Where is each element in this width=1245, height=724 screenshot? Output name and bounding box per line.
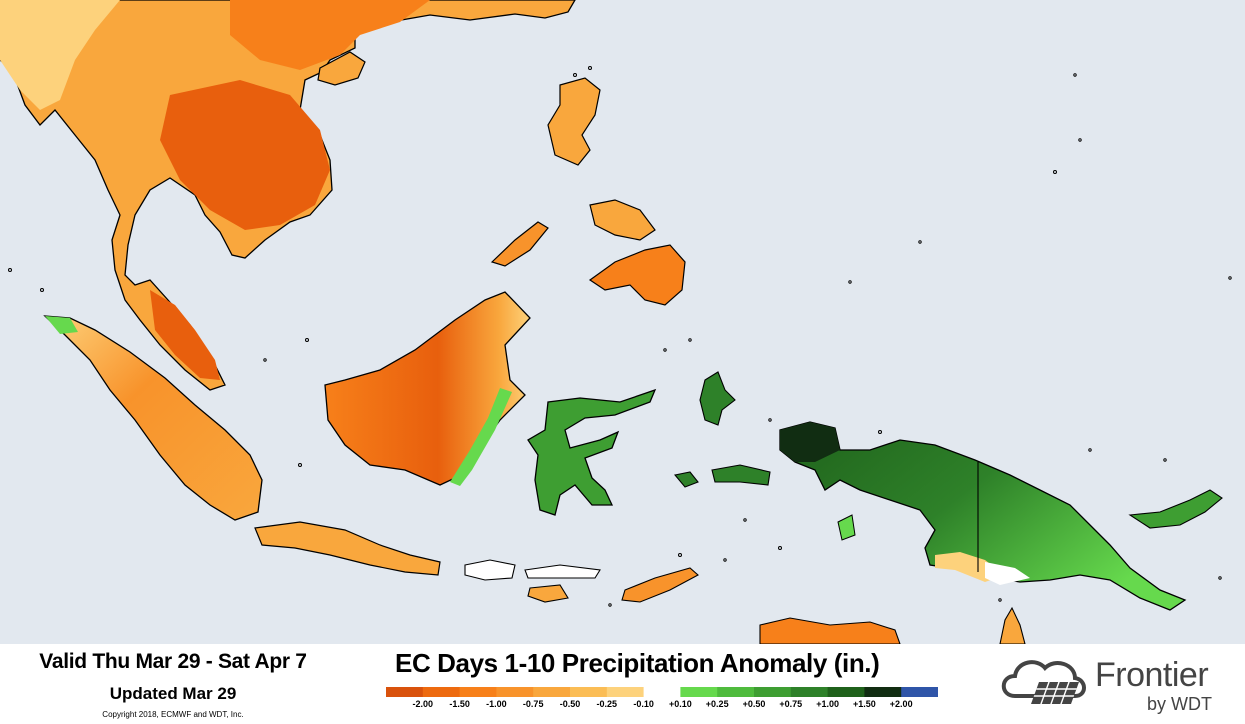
wet-bird-head (780, 422, 840, 462)
color-scale-tick-label: -1.50 (449, 699, 470, 709)
color-scale-labels: -2.00 -1.50 -1.00 -0.75 -0.50 -0.25 -0.10 +0.10… (386, 699, 946, 713)
color-swatch (717, 687, 755, 697)
small-islands (8, 66, 1232, 607)
color-scale-tick-label: +0.75 (779, 699, 803, 709)
color-swatch (570, 687, 608, 697)
new-britain (1128, 489, 1223, 529)
luzon (547, 77, 601, 166)
timor (621, 567, 699, 603)
sumatra (43, 315, 263, 521)
palawan (490, 221, 549, 267)
seram (711, 464, 771, 486)
color-scale-tick-label: +1.00 (816, 699, 839, 709)
color-swatch (386, 687, 424, 697)
sumba (527, 584, 569, 603)
color-scale-tick-label: -1.00 (486, 699, 507, 709)
color-scale-tick-label: +1.50 (853, 699, 876, 709)
color-scale-tick-label: -0.50 (559, 699, 581, 709)
logo-name: Frontier (1095, 656, 1209, 694)
color-scale-bar (386, 687, 938, 697)
sulawesi (527, 388, 657, 516)
northern-australia-west (759, 617, 901, 644)
cape-york (999, 606, 1026, 644)
copyright: Copyright 2018, ECMWF and WDT, Inc. (102, 710, 244, 719)
buru (673, 471, 699, 488)
color-swatch (827, 687, 865, 697)
color-scale-tick-label: -0.75 (522, 699, 544, 709)
color-swatch (643, 687, 681, 697)
color-scale-tick-label: +0.50 (742, 699, 766, 709)
frontier-logo: Frontier by WDT (995, 646, 1235, 722)
color-swatch (533, 687, 571, 697)
precipitation-anomaly-map (0, 0, 1232, 644)
color-scale-tick-label: -2.00 (412, 699, 434, 709)
color-scale-tick-label: -0.10 (633, 699, 654, 709)
dry-malay-peninsula (150, 290, 220, 380)
java (254, 521, 441, 576)
dry-north-vietnam (230, 0, 430, 70)
dry-core-indochina (160, 80, 330, 230)
wet-east-borneo-strip (450, 388, 512, 486)
hainan (317, 51, 366, 86)
color-swatch (864, 687, 902, 697)
color-swatch (459, 687, 497, 697)
color-swatch (754, 687, 792, 697)
color-scale-tick-label: -0.25 (596, 699, 618, 709)
white-south-papua (985, 562, 1030, 585)
color-swatch (790, 687, 829, 697)
color-swatch (680, 687, 718, 697)
logo-sub: by WDT (1147, 694, 1212, 714)
color-scale-tick-label: +0.10 (669, 699, 692, 709)
dry-myanmar-west (0, 0, 120, 110)
color-swatch (496, 687, 534, 697)
footer: Valid Thu Mar 29 - Sat Apr 7 Updated Mar… (0, 644, 1245, 724)
mindanao (588, 244, 686, 306)
halmahera (699, 371, 736, 426)
valid-period: Valid Thu Mar 29 - Sat Apr 7 (39, 650, 307, 673)
color-swatch (606, 687, 645, 697)
wet-sumatra-tip (45, 316, 78, 334)
bali-lombok (464, 559, 516, 581)
visayas (589, 199, 656, 241)
updated-date: Updated Mar 29 (109, 684, 237, 703)
color-scale-tick-label: +2.00 (889, 699, 913, 709)
cloud-solar-icon (1001, 660, 1086, 704)
map-title: EC Days 1-10 Precipitation Anomaly (in.) (395, 648, 880, 678)
color-scale-tick-label: +0.25 (705, 699, 729, 709)
color-swatch (901, 687, 938, 697)
color-swatch (422, 687, 461, 697)
new-guinea (779, 421, 1187, 611)
aru-islands (837, 514, 856, 541)
sumbawa-flores (524, 564, 601, 579)
